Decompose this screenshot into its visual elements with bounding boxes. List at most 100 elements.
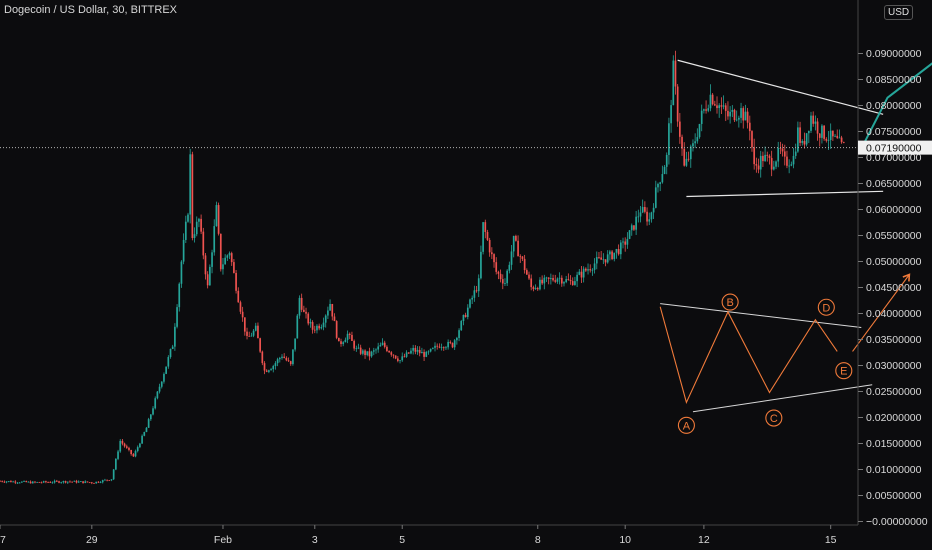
candle-body [668, 123, 670, 155]
candle-body [425, 351, 428, 357]
candle-body [797, 127, 799, 152]
candle-body [560, 277, 563, 284]
price-tick-label: 0.06500000 [866, 178, 922, 190]
candle-body [611, 251, 613, 260]
candle-body [217, 205, 220, 234]
candle-body [121, 440, 124, 444]
candle-body [810, 115, 812, 131]
candle-body [399, 360, 401, 362]
price-tick-label: 0.08500000 [866, 74, 922, 86]
candle-body [676, 86, 679, 122]
candle-body [539, 279, 541, 290]
candle-body [515, 235, 517, 241]
time-axis[interactable]: 27 29 Feb 3 5 8 10 12 15 [0, 525, 837, 546]
candle-body [630, 225, 633, 231]
time-tick-label: 15 [825, 534, 837, 546]
candle-body [727, 110, 729, 117]
candle-body [753, 147, 756, 165]
candle-body [438, 346, 441, 348]
candle-body [171, 346, 174, 349]
candle-body [818, 133, 821, 138]
candle-body [75, 480, 78, 483]
candle-body [327, 310, 329, 316]
candle-body [115, 458, 117, 470]
triangle-lower-trendline[interactable] [686, 190, 884, 198]
candle-body [112, 469, 115, 480]
candle-body [519, 256, 522, 258]
pattern-upper-line[interactable] [660, 303, 862, 329]
candle-body [466, 307, 469, 318]
candle-body [602, 259, 605, 261]
candle-body [825, 138, 828, 141]
candle-body [484, 222, 487, 232]
currency-button[interactable]: USD [884, 5, 914, 20]
candle-body [104, 479, 106, 481]
candle-body [204, 255, 207, 275]
candle-body [320, 327, 323, 329]
candle-body [141, 435, 143, 444]
candle-body [237, 290, 240, 303]
candle-body [64, 481, 67, 483]
candle-body [724, 105, 727, 111]
triangle-upper-trendline[interactable] [677, 59, 884, 115]
time-tick-label: 8 [535, 534, 541, 546]
candle-body [202, 231, 205, 256]
price-axis[interactable]: 0.09000000 0.08500000 0.08000000 0.07500000… [858, 48, 928, 528]
candle-body [803, 140, 806, 145]
candle-body [512, 235, 515, 252]
wave-label-e: E [840, 366, 847, 378]
candle-body [119, 440, 122, 452]
candle-body [42, 481, 45, 483]
candle-body [16, 482, 19, 484]
pattern-lower-line[interactable] [692, 384, 873, 413]
candle-body [324, 315, 327, 323]
candle-body [748, 122, 751, 132]
candle-body [506, 270, 509, 284]
candle-body [615, 249, 618, 253]
breakout-projection-arrow[interactable] [860, 46, 932, 150]
candle-body [779, 147, 782, 149]
candle-body [491, 252, 493, 255]
candle-body [40, 482, 43, 484]
candle-body [25, 481, 28, 483]
candle-body [97, 481, 100, 483]
candle-body [637, 216, 640, 218]
candle-body [31, 481, 34, 484]
candle-body [353, 340, 355, 349]
drawing-annotations[interactable]: A B C D E [659, 46, 932, 434]
candle-body [292, 349, 294, 365]
wave-label-circle [835, 362, 853, 380]
candle-body [591, 269, 594, 271]
candle-body [7, 481, 10, 482]
candle-body [703, 109, 705, 111]
candle-body [191, 154, 194, 239]
price-tick-label: 0.08000000 [866, 100, 922, 112]
time-tick-label: 3 [312, 534, 318, 546]
candle-body [416, 349, 419, 352]
candle-body [149, 414, 152, 420]
candle-body [368, 351, 371, 357]
candle-body [125, 446, 128, 448]
candle-body [842, 142, 845, 143]
candle-body [213, 226, 216, 253]
candle-body [215, 205, 218, 227]
pattern-projection-arrow[interactable] [852, 274, 910, 352]
candle-body [744, 111, 747, 121]
candle-body [147, 419, 150, 428]
candle-body [139, 443, 141, 448]
candle-body [589, 269, 592, 271]
candle-body [617, 249, 620, 255]
candle-body [783, 151, 786, 157]
candle-body [274, 363, 277, 367]
candle-body [342, 342, 345, 345]
candle-body [812, 115, 815, 124]
candle-body [482, 222, 484, 252]
candle-body [158, 386, 161, 392]
candle-body [746, 111, 749, 123]
candle-body [130, 449, 133, 455]
candle-body [477, 278, 480, 292]
pattern-zigzag-path[interactable] [659, 306, 838, 405]
candle-body [832, 130, 834, 137]
candle-body [816, 121, 819, 134]
